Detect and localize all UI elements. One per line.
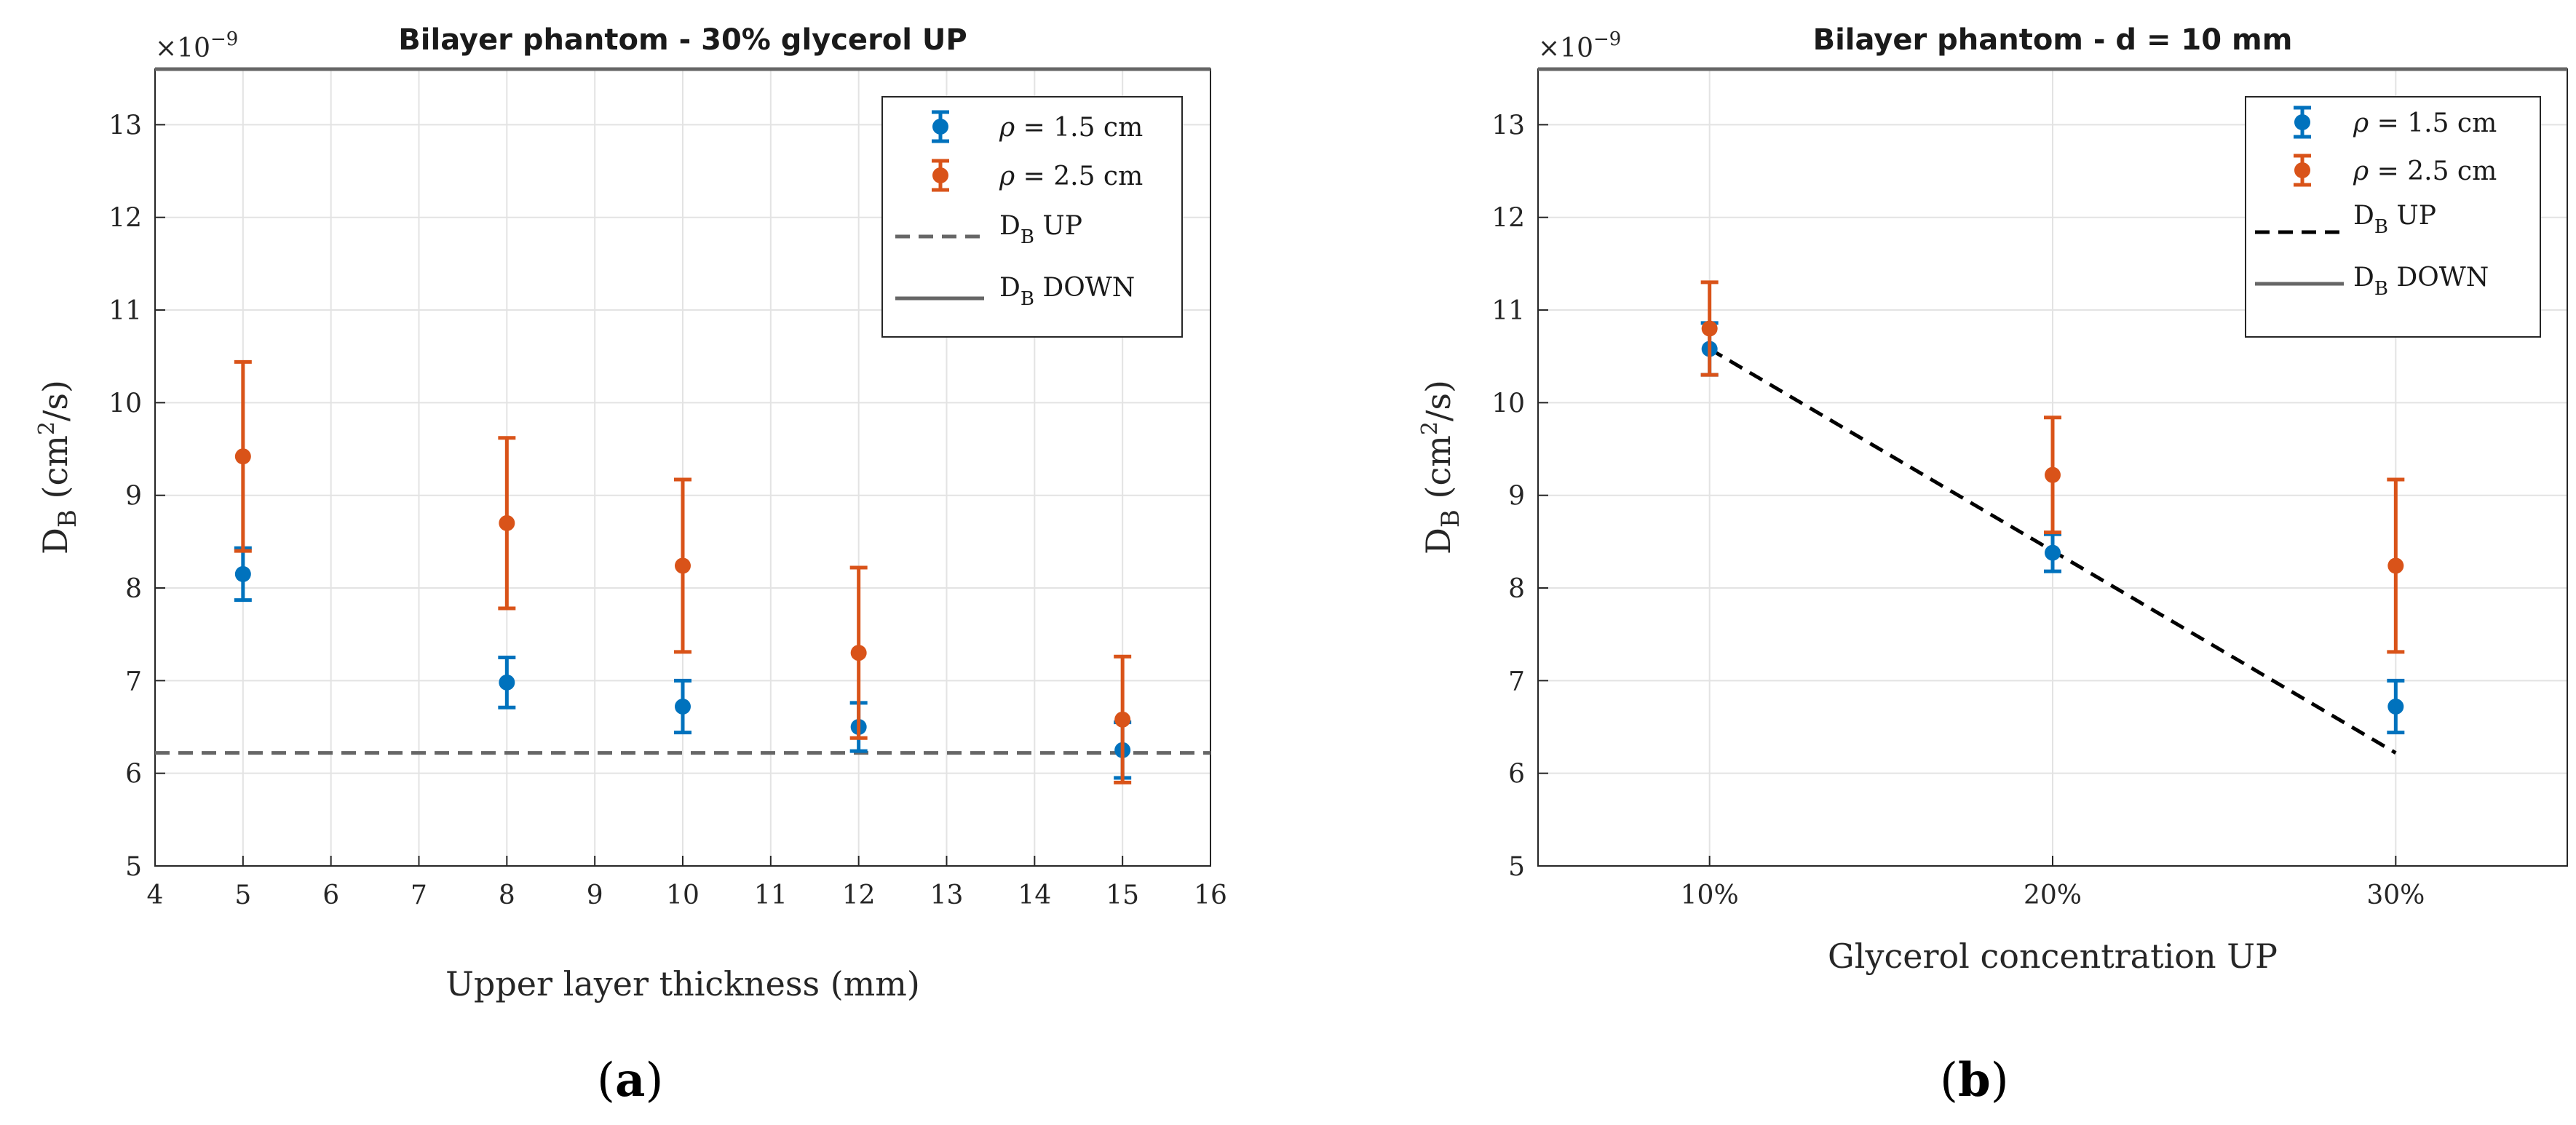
- x-tick-label: 20%: [2024, 880, 2082, 910]
- exponent-label-b: ×10−9: [1538, 28, 1621, 63]
- x-tick-label: 13: [930, 880, 964, 910]
- legend-marker-rho25-a: [932, 159, 949, 192]
- y-tick-label: 12: [108, 204, 142, 234]
- legend-label-rho25-b: ρ = 2.5 cm: [2353, 156, 2497, 186]
- x-tick-label: 14: [1018, 880, 1051, 910]
- y-tick-label: 13: [1491, 111, 1525, 140]
- data-point-rho-1-5: [234, 565, 251, 582]
- legend-item-db-up-b: DB UP: [2255, 201, 2436, 238]
- y-axis-label-a: DB (cm2/s): [34, 380, 82, 554]
- y-tick-label: 5: [125, 852, 142, 882]
- legend-label-rho15-b: ρ = 1.5 cm: [2353, 108, 2497, 138]
- legend-item-db-down-b: DB DOWN: [2255, 263, 2489, 300]
- legend-item-rho25-a: ρ = 2.5 cm: [932, 159, 1143, 192]
- legend-b: ρ = 1.5 cm ρ = 2.5 cm DB UP DB DOWN: [2245, 96, 2541, 338]
- data-point-rho-1-5: [675, 699, 691, 715]
- legend-item-db-up-a: DB UP: [895, 211, 1082, 248]
- legend-item-db-down-a: DB DOWN: [895, 273, 1135, 310]
- chart-title-a: Bilayer phantom - 30% glycerol UP: [398, 23, 967, 57]
- x-ticks-a: 4 5 6 7 8 9 10 11 12 13 14 15 16: [147, 856, 1227, 910]
- y-tick-label: 7: [125, 667, 142, 696]
- chart-title-b: Bilayer phantom - d = 10 mm: [1813, 23, 2293, 57]
- x-tick-label: 10%: [1681, 880, 1739, 910]
- legend-label-db-down-a: DB DOWN: [999, 273, 1135, 310]
- y-tick-label: 10: [1491, 389, 1525, 418]
- y-tick-label: 6: [125, 760, 142, 790]
- data-point-rho-2-5: [2387, 557, 2404, 574]
- legend-item-rho15-b: ρ = 1.5 cm: [2294, 106, 2497, 139]
- y-tick-label: 9: [1508, 482, 1525, 512]
- x-tick-label: 5: [234, 880, 251, 910]
- legend-label-rho25-a: ρ = 2.5 cm: [999, 162, 1143, 191]
- x-tick-label: 15: [1106, 880, 1139, 910]
- legend-marker-rho15-b: [2294, 106, 2311, 139]
- data-point-rho-1-5: [499, 674, 515, 691]
- y-tick-label: 11: [1491, 296, 1525, 326]
- legend-marker-rho25-b: [2294, 154, 2311, 187]
- data-point-rho-1-5: [2387, 699, 2404, 715]
- chart-panel-a: Bilayer phantom - 30% glycerol UP ×10−9 …: [34, 23, 1227, 1108]
- y-tick-label: 10: [108, 389, 142, 418]
- y-tick-label: 12: [1491, 204, 1525, 234]
- legend-label-db-up-b: DB UP: [2353, 201, 2436, 238]
- y-tick-label: 9: [125, 482, 142, 512]
- data-point-rho-2-5: [675, 557, 691, 574]
- y-ticks-a: 5 6 7 8 9 10 11 12 13: [108, 111, 165, 882]
- reference-lines-a: [155, 67, 1210, 755]
- exponent-label-a: ×10−9: [155, 28, 238, 63]
- data-marks-a: [234, 359, 1132, 784]
- y-tick-label: 8: [1508, 574, 1525, 604]
- y-ticks-b: 5 6 7 8 9 10 11 12 13: [1491, 111, 1548, 882]
- legend-label-db-down-b: DB DOWN: [2353, 263, 2489, 300]
- data-point-rho-2-5: [850, 645, 867, 661]
- x-tick-label: 7: [411, 880, 427, 910]
- y-tick-label: 6: [1508, 760, 1525, 790]
- data-point-rho-2-5: [2045, 466, 2061, 483]
- x-tick-label: 6: [322, 880, 339, 910]
- data-point-rho-2-5: [1701, 320, 1718, 337]
- x-tick-label: 10: [666, 880, 700, 910]
- data-point-rho-2-5: [1114, 711, 1131, 728]
- chart-panel-b: Bilayer phantom - d = 10 mm ×10−9 5 6 7 8 9 1…: [1417, 23, 2568, 1108]
- y-tick-label: 8: [125, 574, 142, 604]
- legend-item-rho15-a: ρ = 1.5 cm: [932, 110, 1143, 143]
- panel-caption-a: (a): [597, 1053, 663, 1108]
- x-tick-label: 11: [754, 880, 788, 910]
- legend-label-rho15-a: ρ = 1.5 cm: [999, 113, 1143, 143]
- y-tick-label: 13: [108, 111, 142, 140]
- data-point-rho-2-5: [234, 448, 251, 465]
- x-tick-label: 9: [587, 880, 603, 910]
- panel-caption-b: (b): [1940, 1053, 2009, 1108]
- y-tick-label: 11: [108, 296, 142, 326]
- x-tick-label: 4: [147, 880, 164, 910]
- x-axis-label-b: Glycerol concentration UP: [1828, 937, 2278, 976]
- legend-label-db-up-a: DB UP: [999, 211, 1082, 248]
- legend-item-rho25-b: ρ = 2.5 cm: [2294, 154, 2497, 187]
- data-point-rho-1-5: [2045, 544, 2061, 561]
- x-tick-label: 16: [1194, 880, 1227, 910]
- x-tick-label: 30%: [2366, 880, 2425, 910]
- data-point-rho-2-5: [499, 514, 515, 531]
- x-tick-label: 8: [499, 880, 515, 910]
- y-tick-label: 7: [1508, 667, 1525, 696]
- data-marks-b: [1700, 280, 2405, 735]
- x-tick-label: 12: [842, 880, 876, 910]
- x-ticks-b: 10% 20% 30%: [1681, 856, 2425, 910]
- y-axis-label-b: DB (cm2/s): [1417, 380, 1465, 554]
- y-tick-label: 5: [1508, 852, 1525, 882]
- legend-a: ρ = 1.5 cm ρ = 2.5 cm DB UP DB DOWN: [881, 96, 1183, 338]
- legend-marker-rho15-a: [932, 110, 949, 143]
- x-axis-label-a: Upper layer thickness (mm): [445, 964, 920, 1003]
